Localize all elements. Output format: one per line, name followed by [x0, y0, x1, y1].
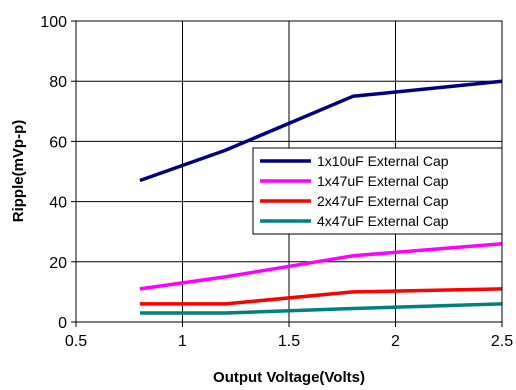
- y-tick-label-4: 80: [49, 74, 67, 91]
- series-lines: [139, 79, 503, 315]
- legend-label-1: 1x47uF External Cap: [317, 173, 449, 189]
- x-tick-label-2: 1.5: [278, 333, 300, 350]
- y-tick-label-1: 20: [49, 255, 67, 272]
- tick-labels: 0.5 1 1.5 2 2.5 0 20 40 60 80 100: [40, 14, 513, 350]
- x-tick-label-0: 0.5: [65, 333, 87, 350]
- y-tick-label-5: 100: [40, 14, 67, 31]
- series-line-2: [139, 287, 503, 306]
- y-tick-label-3: 60: [49, 134, 67, 151]
- x-tick-label-3: 2: [391, 333, 400, 350]
- series-line-0: [139, 79, 503, 183]
- x-tick-label-4: 2.5: [491, 333, 513, 350]
- legend-label-3: 4x47uF External Cap: [317, 213, 449, 229]
- legend: 1x10uF External Cap 1x47uF External Cap 2x…: [252, 147, 503, 235]
- series-line-3: [139, 302, 503, 315]
- y-tick-label-2: 40: [49, 195, 67, 212]
- legend-label-2: 2x47uF External Cap: [317, 193, 449, 209]
- y-axis-title: Ripple(mVp-p): [10, 120, 27, 223]
- x-axis-title: Output Voltage(Volts): [213, 369, 365, 385]
- legend-label-0: 1x10uF External Cap: [317, 153, 449, 169]
- y-tick-label-0: 0: [58, 315, 67, 332]
- series-line-1: [139, 241, 503, 291]
- x-tick-label-1: 1: [178, 333, 187, 350]
